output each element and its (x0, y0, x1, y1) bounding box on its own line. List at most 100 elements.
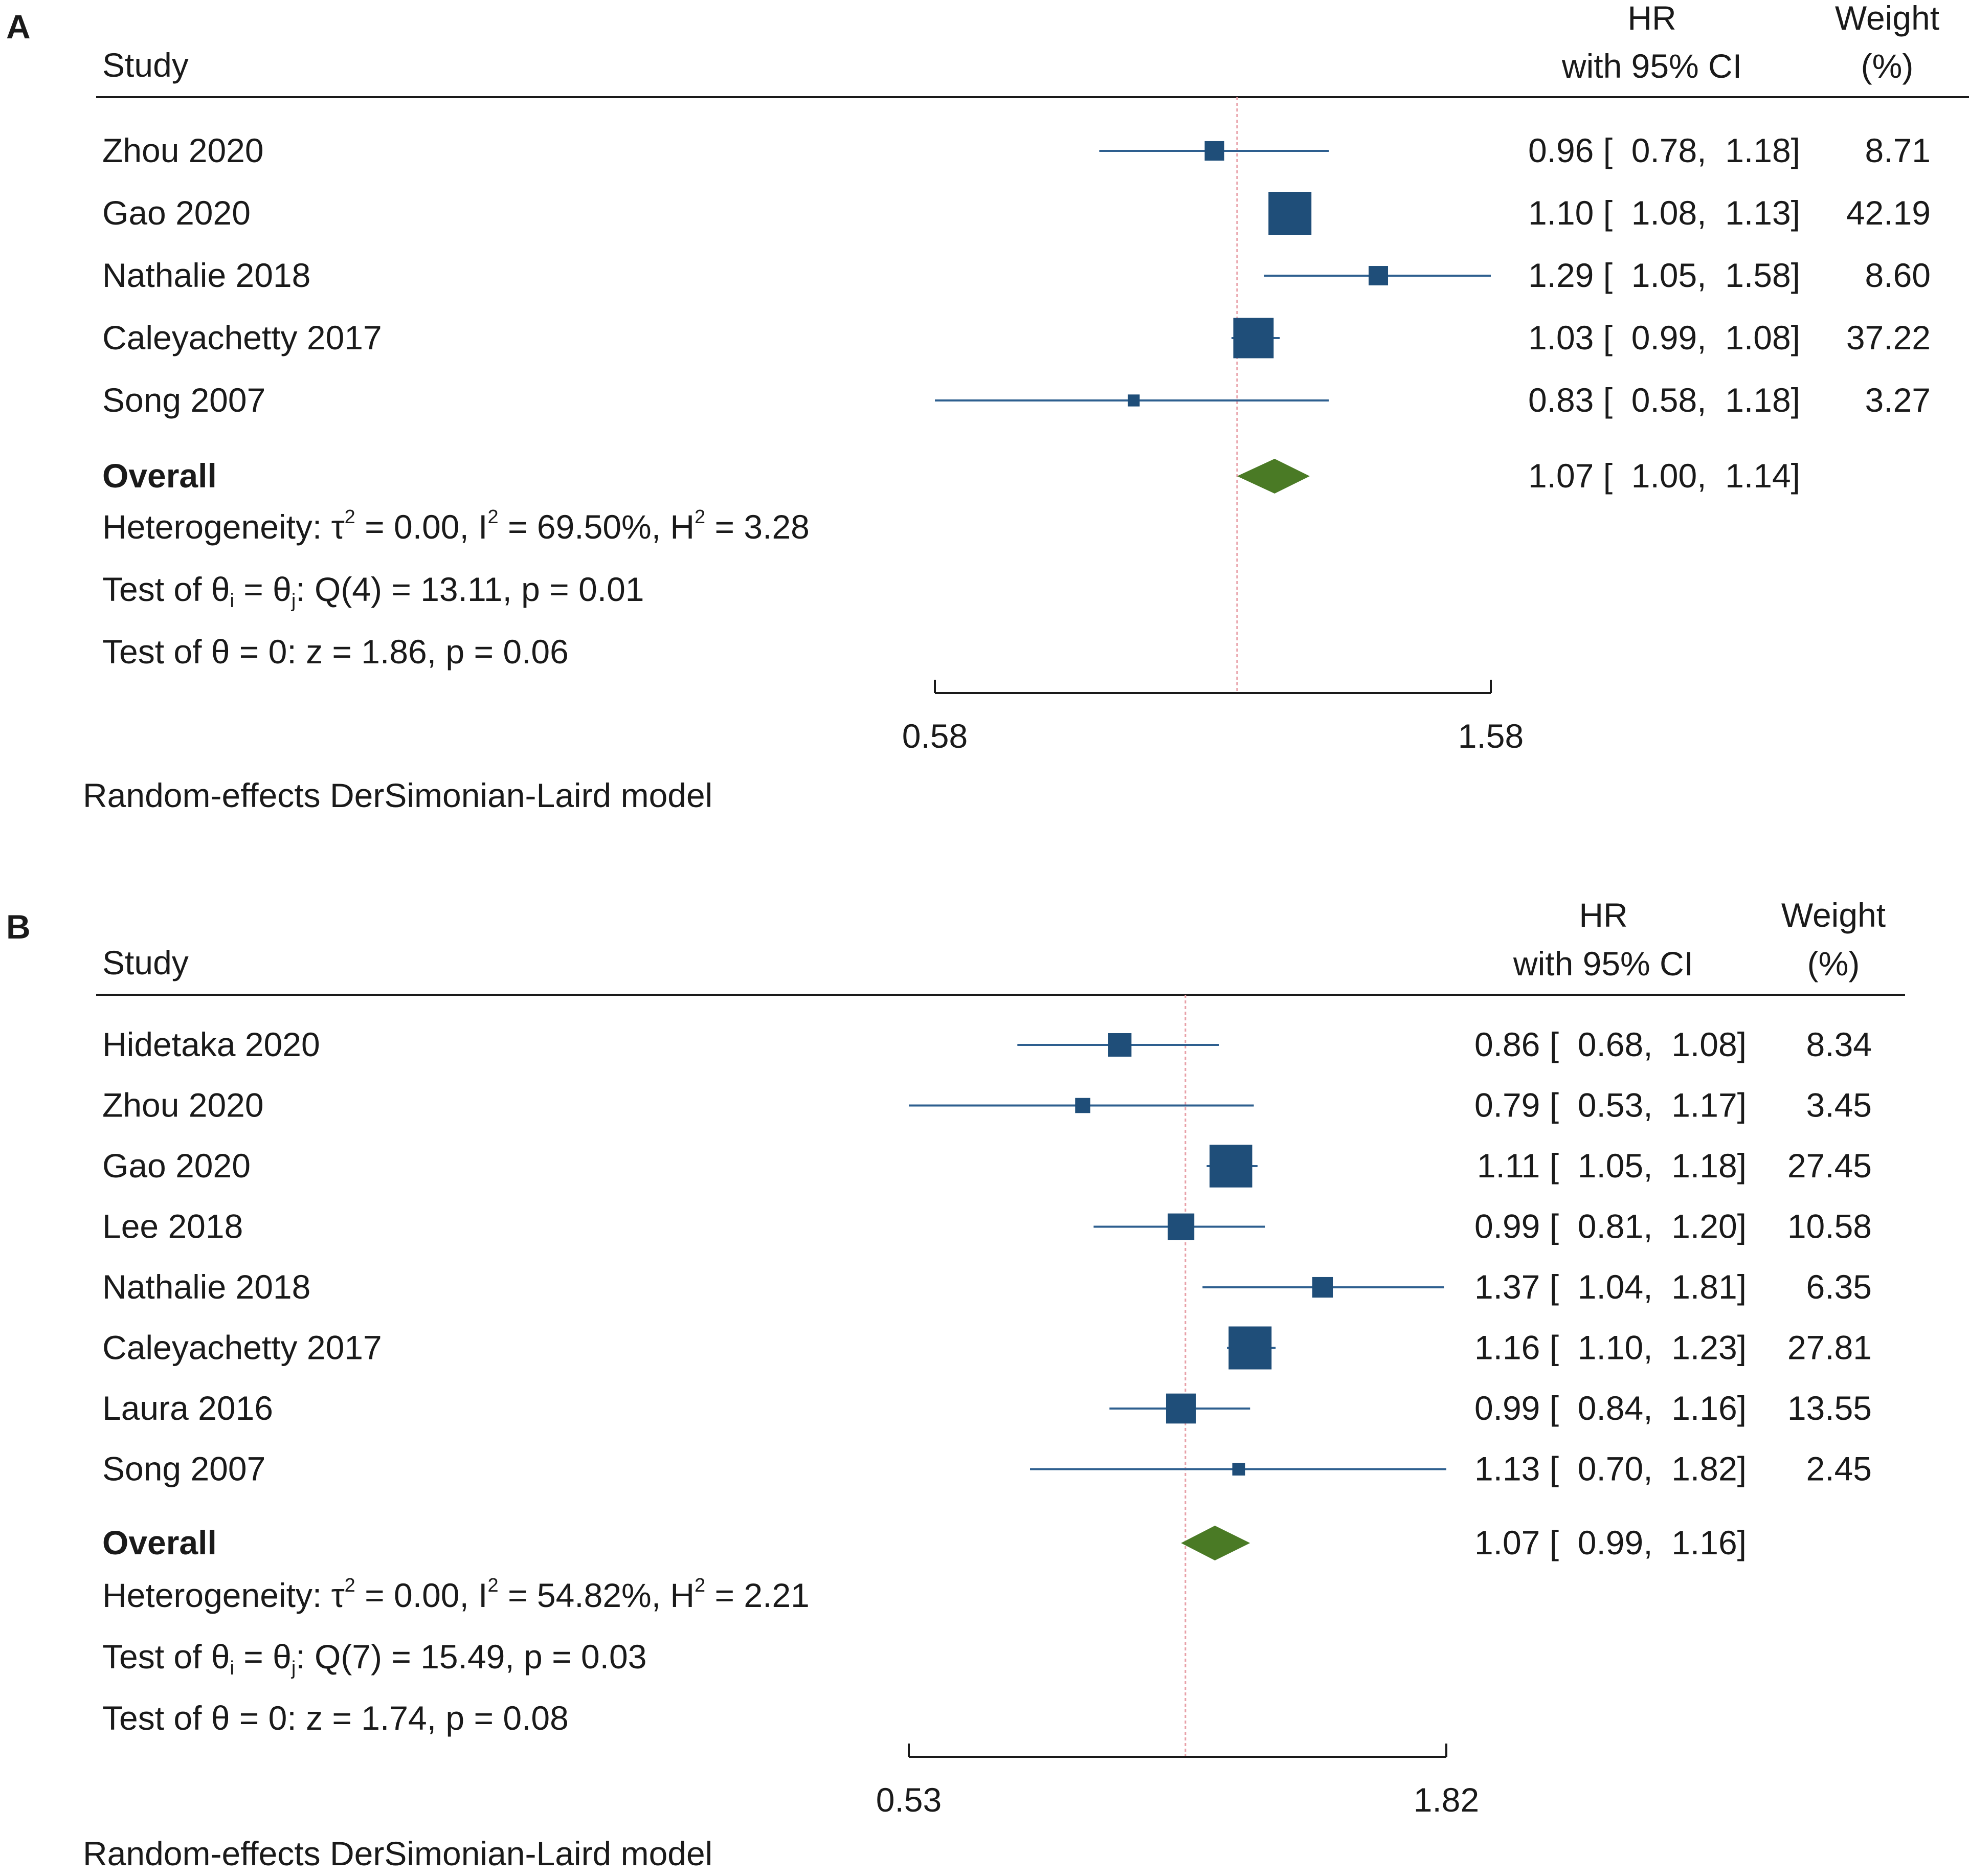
heterogeneity-text: = 2.21 (705, 1576, 810, 1614)
study-hr-ci: 0.79 [ 0.53, 1.17] (1474, 1086, 1747, 1124)
x-tick-label: 0.58 (902, 717, 968, 755)
study-hr-ci: 1.29 [ 1.05, 1.58] (1528, 256, 1800, 294)
header-study: Study (102, 46, 189, 84)
heterogeneity-stats: Heterogeneity: τ2 = 0.00, I2 = 54.82%, H… (102, 1575, 810, 1614)
overall-hr-ci: 1.07 [ 0.99, 1.16] (1474, 1524, 1747, 1561)
heterogeneity-text: = 54.82%, H (499, 1576, 695, 1614)
test-q-text: Test of θ (102, 570, 230, 608)
test-q-text: Test of θ (102, 1638, 230, 1676)
study-name: Zhou 2020 (102, 131, 264, 169)
study-hr-ci: 0.86 [ 0.68, 1.08] (1474, 1025, 1747, 1063)
superscript: 2 (695, 1575, 705, 1596)
forest-panel-b: B Study HR with 95% CI Weight (%) Hidetaka 202… (6, 896, 1905, 1872)
study-name: Lee 2018 (102, 1208, 243, 1245)
study-marker (1312, 1277, 1333, 1298)
subscript: j (291, 590, 296, 612)
header-weight-unit: (%) (1807, 945, 1860, 982)
study-weight: 37.22 (1846, 319, 1931, 356)
forest-panel-a: A Study HR with 95% CI Weight (%) Zhou 2020 0.9… (6, 0, 1969, 814)
study-weight: 8.34 (1806, 1025, 1872, 1063)
heterogeneity-stats: Heterogeneity: τ2 = 0.00, I2 = 69.50%, H… (102, 506, 810, 546)
study-weight: 27.45 (1787, 1147, 1872, 1185)
study-marker (1204, 141, 1224, 161)
header-weight: Weight (1835, 0, 1939, 37)
study-hr-ci: 0.83 [ 0.58, 1.18] (1528, 381, 1800, 419)
panel-label: A (6, 8, 31, 46)
header-study: Study (102, 944, 189, 981)
x-tick-label: 1.82 (1414, 1781, 1479, 1819)
superscript: 2 (488, 506, 499, 528)
heterogeneity-text: Heterogeneity: τ (102, 1576, 345, 1614)
study-name: Song 2007 (102, 381, 265, 419)
study-weight: 42.19 (1846, 194, 1931, 232)
test-q-stats: Test of θi = θj: Q(7) = 15.49, p = 0.03 (102, 1638, 646, 1679)
test-z-stats: Test of θ = 0: z = 1.86, p = 0.06 (102, 633, 569, 671)
test-q-text: : Q(7) = 15.49, p = 0.03 (296, 1638, 646, 1676)
study-name: Zhou 2020 (102, 1086, 264, 1124)
x-tick-label: 0.53 (876, 1781, 942, 1819)
study-weight: 3.45 (1806, 1086, 1872, 1124)
superscript: 2 (488, 1575, 499, 1596)
study-marker (1128, 394, 1140, 407)
test-q-text: : Q(4) = 13.11, p = 0.01 (296, 570, 644, 608)
subscript: i (230, 590, 234, 612)
test-q-stats: Test of θi = θj: Q(4) = 13.11, p = 0.01 (102, 570, 644, 612)
superscript: 2 (345, 1575, 355, 1596)
overall-diamond (1237, 459, 1310, 494)
header-weight-unit: (%) (1861, 47, 1914, 85)
study-weight: 10.58 (1787, 1208, 1872, 1245)
study-name: Caleyachetty 2017 (102, 1329, 382, 1367)
header-ci: with 95% CI (1513, 945, 1693, 982)
study-marker (1075, 1098, 1090, 1113)
header-hr: HR (1627, 0, 1676, 37)
overall-label: Overall (102, 457, 217, 495)
model-note: Random-effects DerSimonian-Laird model (83, 1835, 712, 1872)
panel-label: B (6, 908, 31, 946)
study-hr-ci: 1.03 [ 0.99, 1.08] (1528, 319, 1800, 356)
study-marker (1232, 1463, 1245, 1476)
study-weight: 13.55 (1787, 1389, 1872, 1427)
study-hr-ci: 1.37 [ 1.04, 1.81] (1474, 1268, 1747, 1306)
study-name: Hidetaka 2020 (102, 1025, 320, 1063)
study-name: Nathalie 2018 (102, 1268, 310, 1306)
study-name: Gao 2020 (102, 1147, 251, 1185)
test-q-text: = θ (234, 1638, 292, 1676)
study-marker (1233, 318, 1274, 359)
test-q-text: = θ (234, 570, 292, 608)
study-hr-ci: 1.16 [ 1.10, 1.23] (1474, 1329, 1747, 1367)
header-hr: HR (1579, 896, 1627, 934)
header-ci: with 95% CI (1561, 47, 1742, 85)
study-marker (1108, 1033, 1132, 1057)
test-z-stats: Test of θ = 0: z = 1.74, p = 0.08 (102, 1699, 569, 1737)
study-marker (1369, 266, 1389, 285)
study-hr-ci: 1.13 [ 0.70, 1.82] (1474, 1450, 1747, 1488)
study-weight: 6.35 (1806, 1268, 1872, 1306)
heterogeneity-text: = 0.00, I (355, 1576, 488, 1614)
study-weight: 8.71 (1865, 131, 1931, 169)
overall-hr-ci: 1.07 [ 1.00, 1.14] (1528, 457, 1800, 495)
study-weight: 3.27 (1865, 381, 1931, 419)
subscript: i (230, 1658, 234, 1679)
study-marker (1268, 192, 1312, 235)
study-weight: 2.45 (1806, 1450, 1872, 1488)
heterogeneity-text: = 0.00, I (355, 508, 488, 546)
superscript: 2 (345, 506, 355, 528)
heterogeneity-text: = 69.50%, H (499, 508, 695, 546)
study-hr-ci: 0.99 [ 0.81, 1.20] (1474, 1208, 1747, 1245)
superscript: 2 (695, 506, 705, 528)
study-weight: 27.81 (1787, 1329, 1872, 1367)
study-marker (1228, 1326, 1272, 1370)
study-name: Gao 2020 (102, 194, 251, 232)
x-tick-label: 1.58 (1458, 717, 1524, 755)
overall-label: Overall (102, 1524, 217, 1561)
study-name: Nathalie 2018 (102, 256, 310, 294)
header-weight: Weight (1781, 896, 1886, 934)
study-name: Caleyachetty 2017 (102, 319, 382, 356)
study-marker (1210, 1145, 1252, 1188)
model-note: Random-effects DerSimonian-Laird model (83, 776, 712, 814)
study-name: Song 2007 (102, 1450, 265, 1488)
study-hr-ci: 0.99 [ 0.84, 1.16] (1474, 1389, 1747, 1427)
study-name: Laura 2016 (102, 1389, 273, 1427)
heterogeneity-text: = 3.28 (705, 508, 810, 546)
